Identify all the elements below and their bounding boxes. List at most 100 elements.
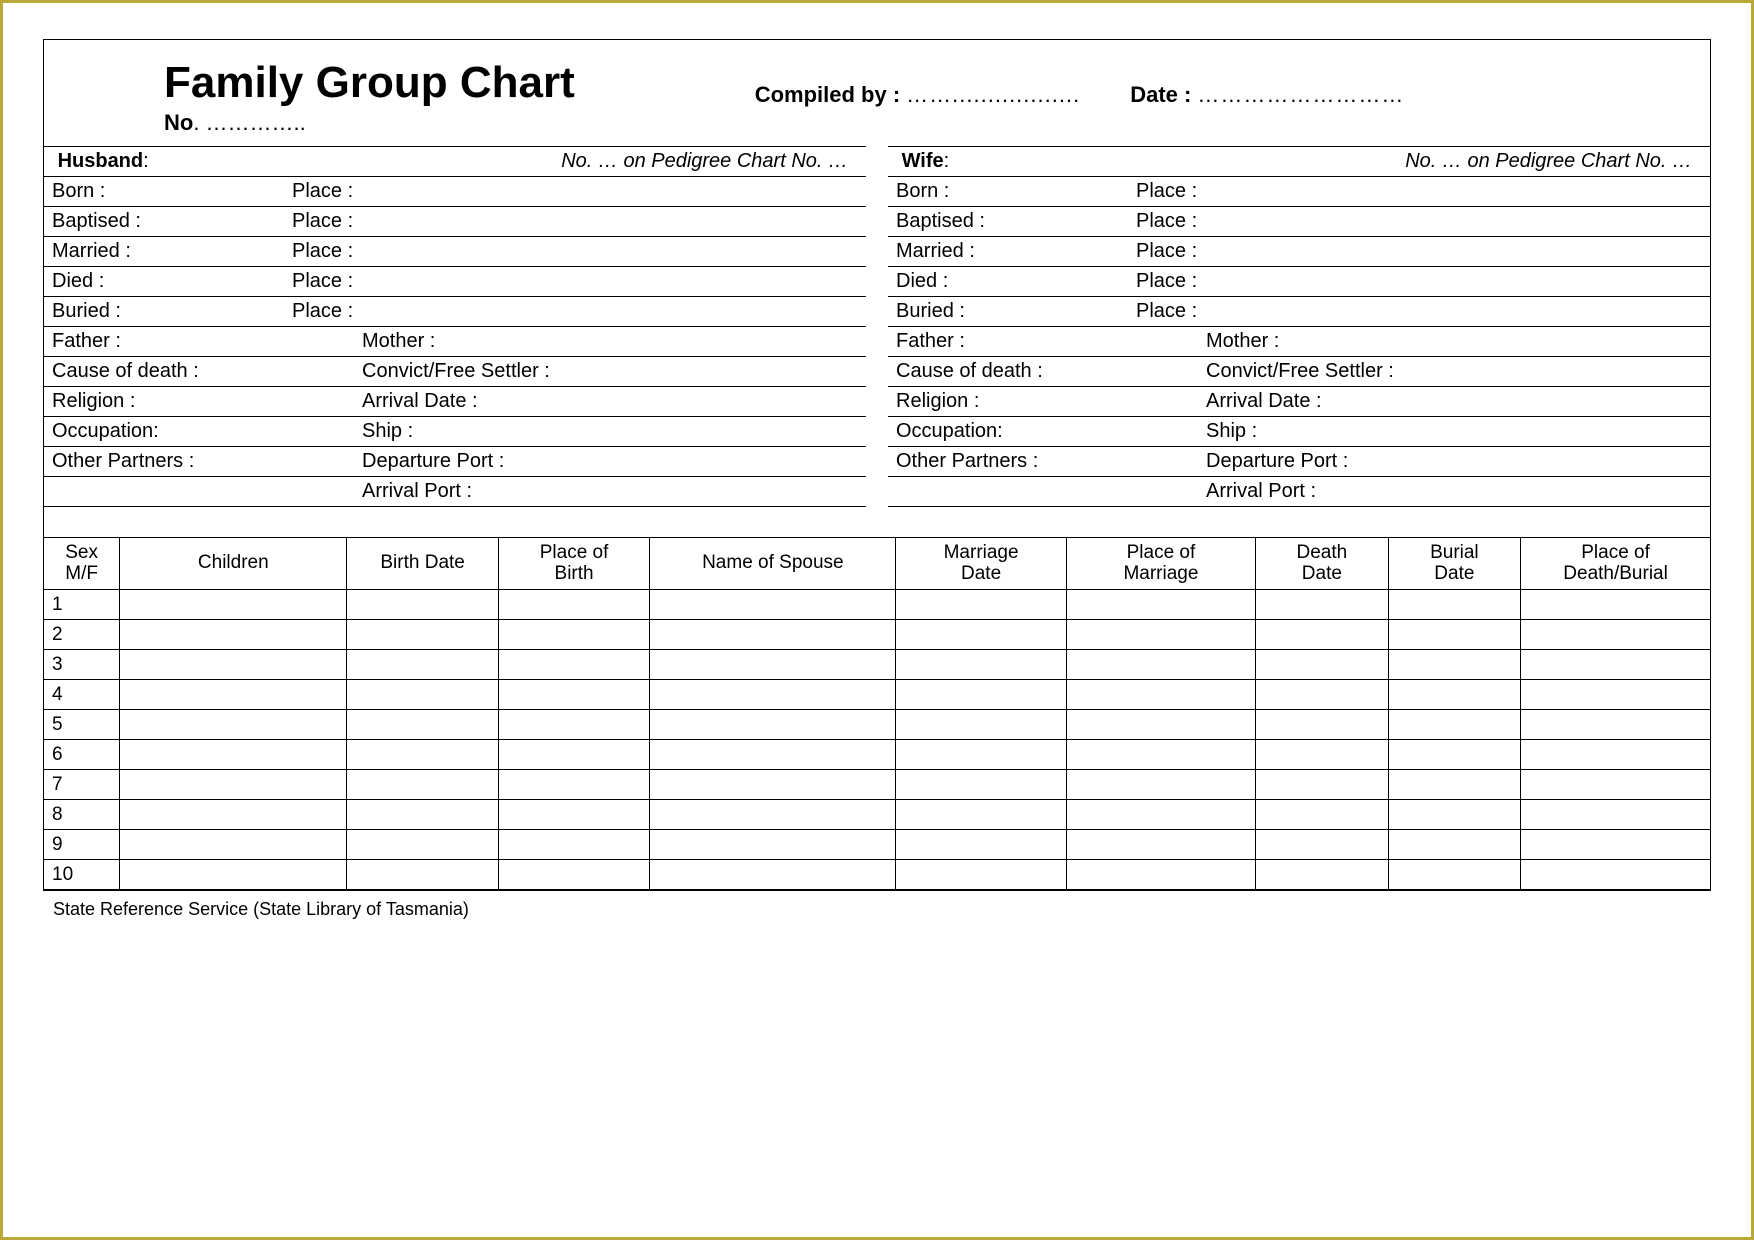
child-cell: [120, 830, 347, 860]
child-cell: [896, 800, 1066, 830]
child-cell: 2: [44, 620, 120, 650]
child-cell: 8: [44, 800, 120, 830]
child-cell: [498, 590, 649, 620]
child-cell: [1256, 620, 1389, 650]
child-cell: [1066, 860, 1255, 890]
wife-row-a-1: Baptised :Place :: [888, 207, 1710, 237]
child-row-8: 8: [44, 800, 1710, 830]
child-cell: [120, 770, 347, 800]
child-cell: [1521, 830, 1710, 860]
child-cell: [1256, 860, 1389, 890]
chart-title: Family Group Chart: [164, 58, 575, 108]
wife-column: Wife :No. … on Pedigree Chart No. …Born …: [888, 146, 1710, 538]
child-row-7: 7: [44, 770, 1710, 800]
child-cell: 6: [44, 740, 120, 770]
child-cell: [1256, 740, 1389, 770]
child-cell: 5: [44, 710, 120, 740]
child-cell: 3: [44, 650, 120, 680]
wife-row-b-0: Father :Mother :: [888, 327, 1710, 357]
husband-row-b-1: Cause of death :Convict/Free Settler :: [44, 357, 866, 387]
child-row-4: 4: [44, 680, 1710, 710]
child-cell: [347, 680, 498, 710]
child-cell: [347, 740, 498, 770]
wife-row-a-3: Died :Place :: [888, 267, 1710, 297]
spouse-columns: Husband :No. … on Pedigree Chart No. …Bo…: [44, 146, 1710, 538]
child-row-1: 1: [44, 590, 1710, 620]
child-cell: [650, 860, 896, 890]
children-col-7: DeathDate: [1256, 537, 1389, 590]
child-cell: [347, 830, 498, 860]
children-col-5: MarriageDate: [896, 537, 1066, 590]
child-cell: [120, 680, 347, 710]
children-col-6: Place ofMarriage: [1066, 537, 1255, 590]
children-header-row: SexM/FChildrenBirth DatePlace ofBirthNam…: [44, 537, 1710, 590]
child-cell: 10: [44, 860, 120, 890]
child-cell: [896, 830, 1066, 860]
child-cell: [1388, 830, 1521, 860]
children-col-0: SexM/F: [44, 537, 120, 590]
child-cell: [896, 860, 1066, 890]
child-cell: [1521, 800, 1710, 830]
child-cell: [896, 710, 1066, 740]
child-cell: [1388, 620, 1521, 650]
child-cell: [650, 800, 896, 830]
child-cell: [1388, 710, 1521, 740]
child-cell: [896, 770, 1066, 800]
child-row-2: 2: [44, 620, 1710, 650]
child-cell: [1388, 680, 1521, 710]
child-cell: [1521, 620, 1710, 650]
child-cell: [498, 800, 649, 830]
child-cell: [650, 710, 896, 740]
wife-spacer: [888, 507, 1710, 537]
child-cell: [347, 710, 498, 740]
wife-header: Wife :No. … on Pedigree Chart No. …: [888, 147, 1710, 177]
page: Family Group Chart Compiled by : …….....…: [0, 0, 1754, 1240]
children-col-2: Birth Date: [347, 537, 498, 590]
child-row-10: 10: [44, 860, 1710, 890]
child-cell: [120, 860, 347, 890]
child-cell: [1066, 620, 1255, 650]
child-cell: [1388, 650, 1521, 680]
compiled-by-blank: ……..................: [906, 82, 1080, 108]
children-col-9: Place ofDeath/Burial: [1521, 537, 1710, 590]
husband-row-b-0: Father :Mother :: [44, 327, 866, 357]
chart-frame: Family Group Chart Compiled by : …….....…: [43, 39, 1711, 891]
child-cell: 1: [44, 590, 120, 620]
date-label: Date :: [1130, 82, 1191, 108]
wife-row-b-4: Other Partners :Departure Port :: [888, 447, 1710, 477]
wife-row-b-5: Arrival Port :: [888, 477, 1710, 507]
child-cell: [1066, 800, 1255, 830]
child-cell: [498, 860, 649, 890]
wife-row-a-4: Buried :Place :: [888, 297, 1710, 327]
child-cell: [498, 680, 649, 710]
no-blank: . …………..: [193, 110, 305, 135]
child-cell: [1388, 800, 1521, 830]
no-row: No. …………..: [44, 110, 1710, 146]
child-cell: [498, 770, 649, 800]
child-cell: [498, 650, 649, 680]
children-table: SexM/FChildrenBirth DatePlace ofBirthNam…: [44, 537, 1710, 891]
child-cell: [1256, 830, 1389, 860]
child-cell: [1388, 770, 1521, 800]
husband-row-a-0: Born :Place :: [44, 177, 866, 207]
child-cell: [1521, 860, 1710, 890]
child-cell: [347, 620, 498, 650]
child-cell: [650, 680, 896, 710]
child-cell: [1256, 800, 1389, 830]
child-cell: 4: [44, 680, 120, 710]
child-cell: [347, 800, 498, 830]
child-cell: [1256, 650, 1389, 680]
child-cell: [650, 620, 896, 650]
child-cell: [896, 590, 1066, 620]
children-col-4: Name of Spouse: [650, 537, 896, 590]
child-cell: [1388, 860, 1521, 890]
husband-row-a-3: Died :Place :: [44, 267, 866, 297]
no-label: No: [164, 110, 193, 135]
child-cell: [120, 590, 347, 620]
husband-row-b-5: Arrival Port :: [44, 477, 866, 507]
child-cell: [120, 620, 347, 650]
child-cell: [120, 740, 347, 770]
wife-row-b-2: Religion :Arrival Date :: [888, 387, 1710, 417]
child-cell: [1521, 770, 1710, 800]
child-cell: [1521, 680, 1710, 710]
